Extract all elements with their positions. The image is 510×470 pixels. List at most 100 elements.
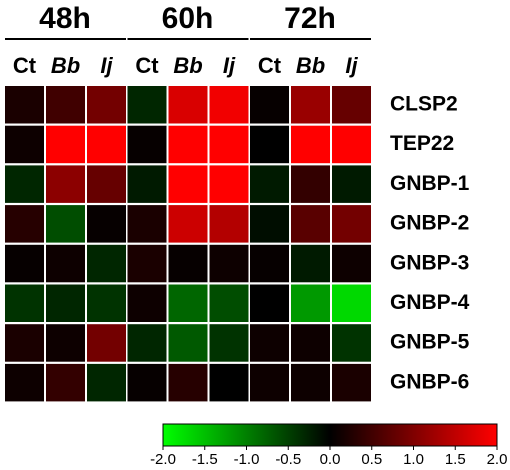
heatmap-cell: [46, 205, 85, 243]
heatmap-cell: [46, 165, 85, 203]
heatmap-cell: [332, 86, 371, 124]
column-label: Ij: [223, 53, 236, 78]
heatmap-cell: [127, 165, 167, 203]
colorbar-tick-label: -0.5: [275, 451, 301, 468]
heatmap-cell: [87, 284, 126, 322]
heatmap-cell: [46, 244, 85, 283]
heatmap-cell: [46, 125, 85, 164]
heatmap-cell: [5, 205, 44, 243]
heatmap-cell: [87, 205, 126, 243]
heatmap-cell: [168, 205, 208, 243]
colorbar: [162, 423, 498, 447]
colorbar-tick-label: 0.0: [320, 451, 341, 468]
heatmap-cell: [332, 324, 371, 362]
colorbar-tick-label: 2.0: [487, 451, 508, 468]
column-label: Bb: [51, 53, 80, 78]
colorbar-tick-label: -2.0: [150, 451, 176, 468]
heatmap-cell: [209, 284, 249, 322]
colorbar-tick-label: -1.0: [234, 451, 260, 468]
heatmap-cell: [250, 205, 289, 243]
colorbar-tick-label: 0.5: [361, 451, 382, 468]
heatmap-cell: [5, 165, 44, 203]
heatmap-cell: [127, 363, 167, 402]
heatmap-cell: [209, 86, 249, 124]
heatmap-cell: [46, 284, 85, 322]
heatmap-cell: [291, 363, 330, 402]
heatmap-cell: [291, 284, 330, 322]
heatmap-cell: [209, 125, 249, 164]
heatmap-cell: [5, 324, 44, 362]
colorbar-tick-label: 1.0: [403, 451, 424, 468]
heatmap-cell: [168, 363, 208, 402]
row-label: GNBP-5: [390, 331, 470, 354]
column-label: Ij: [345, 53, 358, 78]
heatmap-cell: [250, 244, 289, 283]
heatmap-cell: [5, 244, 44, 283]
row-label: CLSP2: [390, 93, 458, 116]
heatmap-cell: [87, 165, 126, 203]
heatmap-cell: [46, 324, 85, 362]
heatmap-cell: [332, 165, 371, 203]
heatmap-cell: [5, 284, 44, 322]
heatmap-cell: [250, 86, 289, 124]
heatmap-cell: [127, 205, 167, 243]
row-label: TEP22: [390, 132, 454, 155]
heatmap-cell: [87, 244, 126, 283]
heatmap-cell: [250, 324, 289, 362]
heatmap-cell: [127, 324, 167, 362]
heatmap-cell: [250, 125, 289, 164]
column-label: Ij: [100, 53, 113, 78]
heatmap-cell: [291, 205, 330, 243]
heatmap-cell: [87, 86, 126, 124]
heatmap-cell: [168, 244, 208, 283]
heatmap-cell: [291, 244, 330, 283]
heatmap-cell: [291, 86, 330, 124]
heatmap-cell: [5, 86, 44, 124]
heatmap-cell: [46, 363, 85, 402]
row-label: GNBP-3: [390, 251, 469, 274]
column-label: Ct: [135, 53, 159, 78]
heatmap-cell: [87, 363, 126, 402]
group-label: 48h: [39, 2, 91, 35]
heatmap-cell: [250, 284, 289, 322]
colorbar-tick-label: -1.5: [192, 451, 218, 468]
heatmap-cell: [168, 165, 208, 203]
column-label: Ct: [258, 53, 282, 78]
heatmap-cell: [209, 244, 249, 283]
heatmap-cell: [332, 363, 371, 402]
heatmap-cell: [209, 205, 249, 243]
heatmap-cell: [87, 125, 126, 164]
row-label: GNBP-1: [390, 172, 470, 195]
heatmap-cell: [250, 363, 289, 402]
heatmap-cell: [127, 284, 167, 322]
heatmap-cell: [332, 284, 371, 322]
heatmap-cell: [209, 324, 249, 362]
heatmap-cell: [127, 125, 167, 164]
heatmap-cell: [46, 86, 85, 124]
row-label: GNBP-6: [390, 370, 469, 393]
heatmap-cell: [168, 324, 208, 362]
row-label: GNBP-2: [390, 212, 469, 235]
row-label: GNBP-4: [390, 291, 470, 314]
heatmap-cell: [291, 125, 330, 164]
group-label: 60h: [162, 2, 214, 35]
heatmap-cell: [291, 165, 330, 203]
heatmap-cell: [168, 125, 208, 164]
heatmap-cell: [209, 165, 249, 203]
column-label: Bb: [173, 53, 202, 78]
heatmap-cell: [87, 324, 126, 362]
heatmap-cell: [127, 86, 167, 124]
heatmap-cell: [291, 324, 330, 362]
column-label: Bb: [296, 53, 325, 78]
heatmap-cell: [127, 244, 167, 283]
heatmap-cell: [5, 125, 44, 164]
heatmap-cell: [332, 244, 371, 283]
column-label: Ct: [13, 53, 37, 78]
heatmap-cell: [168, 86, 208, 124]
heatmap-cell: [209, 363, 249, 402]
heatmap-cell: [332, 205, 371, 243]
heatmap-cell: [250, 165, 289, 203]
heatmap-cell: [5, 363, 44, 402]
colorbar-tick-label: 1.5: [445, 451, 466, 468]
